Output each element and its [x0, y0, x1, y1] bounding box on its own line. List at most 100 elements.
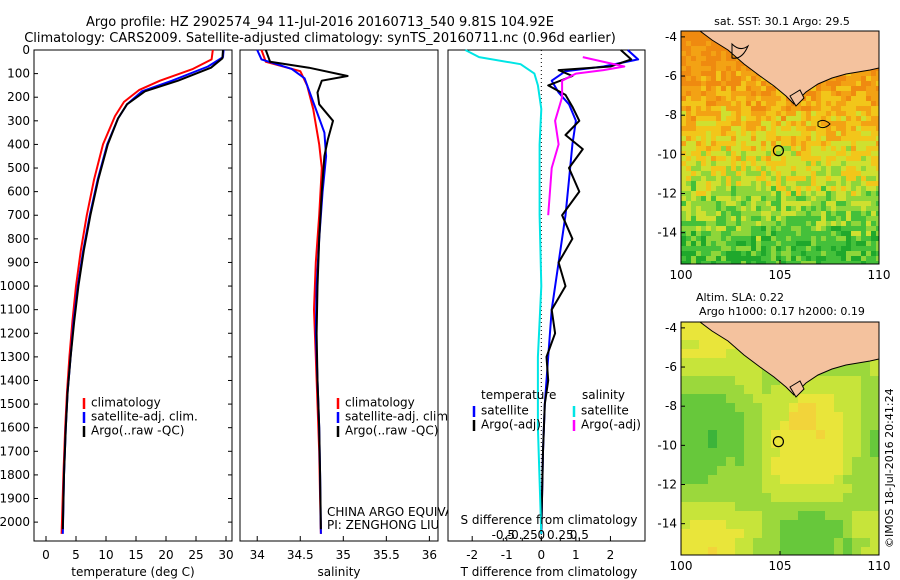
map-cell — [699, 385, 709, 395]
map-cell — [731, 131, 737, 137]
map-cell — [780, 412, 790, 422]
map-cell — [731, 141, 737, 147]
map-cell — [701, 76, 707, 82]
map-cell — [696, 181, 702, 187]
map-cell — [821, 171, 827, 177]
map-cell — [791, 201, 797, 207]
map-cell — [796, 226, 802, 232]
map-cell — [816, 156, 822, 162]
map-cell — [851, 196, 857, 202]
map-cell — [871, 246, 877, 252]
map-cell — [811, 101, 817, 107]
map-cell — [816, 86, 822, 92]
map-cell — [841, 121, 847, 127]
map-cell — [811, 151, 817, 157]
map-cell — [791, 236, 797, 242]
map-cell — [736, 211, 742, 217]
map-cell — [756, 246, 762, 252]
temperature-plot-frame — [33, 49, 233, 542]
map-cell — [801, 251, 807, 257]
map-cell — [746, 241, 752, 247]
map-cell — [806, 121, 812, 127]
map-cell — [690, 538, 700, 548]
map-cell — [708, 394, 718, 404]
map-cell — [861, 106, 867, 112]
map-cell — [762, 547, 772, 555]
map-cell — [834, 439, 844, 449]
map-cell — [831, 76, 837, 82]
map-cell — [781, 151, 787, 157]
map-cell — [721, 241, 727, 247]
map-cell — [876, 216, 879, 222]
map-cell — [871, 256, 877, 262]
map-cell — [721, 186, 727, 192]
map-cell — [786, 211, 792, 217]
map-cell — [846, 261, 852, 264]
map-cell — [861, 216, 867, 222]
map-cell — [711, 126, 717, 132]
map-cell — [786, 141, 792, 147]
map-cell — [751, 201, 757, 207]
map-cell — [766, 96, 772, 102]
map-cell — [753, 430, 763, 440]
map-cell — [856, 76, 862, 82]
map-cell — [796, 196, 802, 202]
map-cell — [716, 241, 722, 247]
map-cell — [816, 111, 822, 117]
map-cell — [836, 231, 842, 237]
map-cell — [681, 201, 687, 207]
map-cell — [708, 529, 718, 539]
map-cell — [791, 131, 797, 137]
map-cell — [851, 206, 857, 212]
map-cell — [721, 221, 727, 227]
map-cell — [821, 111, 827, 117]
map-cell — [716, 156, 722, 162]
map-cell — [701, 236, 707, 242]
diff-legend-t-argo: Argo(-adj) — [481, 418, 541, 432]
map-cell — [762, 466, 772, 476]
map-cell — [744, 538, 754, 548]
map-cell — [846, 226, 852, 232]
map-cell — [841, 166, 847, 172]
map-cell — [871, 221, 877, 227]
footer-timestamp: ©IMOS 18-Jul-2016 20:41:24 — [883, 388, 896, 548]
map-cell — [699, 457, 709, 467]
temp-legend-climatology: climatology — [91, 396, 161, 410]
map-cell — [686, 206, 692, 212]
map-cell — [836, 161, 842, 167]
map-cell — [786, 196, 792, 202]
map-cell — [699, 349, 709, 359]
map-cell — [825, 466, 835, 476]
map-cell — [721, 76, 727, 82]
map-cell — [791, 241, 797, 247]
map-cell — [726, 206, 732, 212]
map-cell — [825, 538, 835, 548]
map-cell — [771, 206, 777, 212]
map-cell — [846, 256, 852, 262]
map-cell — [716, 141, 722, 147]
map-cell — [741, 246, 747, 252]
map-cell — [686, 231, 692, 237]
map-cell — [789, 439, 799, 449]
map-cell — [746, 96, 752, 102]
map-cell — [744, 439, 754, 449]
map-cell — [721, 146, 727, 152]
map-cell — [791, 261, 797, 264]
map-cell — [706, 131, 712, 137]
map-cell — [771, 136, 777, 142]
map-cell — [766, 176, 772, 182]
map-cell — [706, 211, 712, 217]
map-cell — [746, 146, 752, 152]
map-cell — [711, 231, 717, 237]
map-cell — [841, 76, 847, 82]
map-cell — [841, 206, 847, 212]
map-cell — [806, 211, 812, 217]
temperature-x-axis: 0 5 10 15 20 25 30 — [42, 536, 234, 562]
map-cell — [699, 448, 709, 458]
map-cell — [825, 511, 835, 521]
map-cell — [681, 236, 687, 242]
map-cell — [726, 91, 732, 97]
map-cell — [806, 91, 812, 97]
map-cell — [786, 116, 792, 122]
map-cell — [870, 502, 879, 512]
